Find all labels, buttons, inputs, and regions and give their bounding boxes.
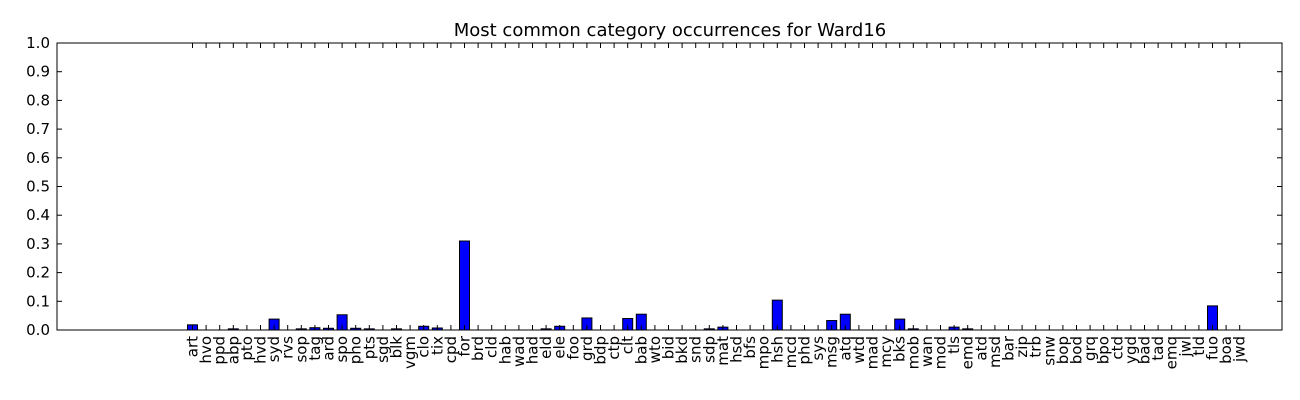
x-tick-label-foo: foo [564, 336, 582, 360]
x-tick-label-wto: wto [646, 336, 664, 363]
x-tick-label-pts: pts [360, 336, 378, 359]
x-tick-label-hab: hab [496, 336, 514, 364]
x-tick-label-bpo: bpo [1095, 336, 1113, 364]
x-tick-label-sop: sop [292, 336, 310, 363]
y-tick-label: 0.1 [26, 292, 50, 310]
x-tick-label-for: for [456, 335, 474, 356]
x-tick-label-boa: boa [1217, 336, 1235, 364]
x-tick-label-snw: snw [1040, 336, 1058, 366]
y-axis: 0.0 0.1 0.2 0.3 0.4 0.5 0.6 0.7 0.8 0.9 1.0 [26, 34, 1282, 339]
y-tick-label: 0.5 [26, 178, 50, 196]
y-tick-label: 0.8 [26, 91, 50, 109]
x-tick-label-grd: grd [578, 336, 596, 361]
x-tick-label-mcd: mcd [782, 336, 800, 368]
x-tick-label-emd: emd [959, 336, 977, 369]
chart-title: Most common category occurrences for War… [454, 20, 887, 41]
x-tick-label-jwd: jwd [1231, 336, 1249, 363]
x-tick-label-blk: blk [388, 336, 406, 359]
x-tick-label-ctd: ctd [1108, 336, 1126, 360]
x-tick-label-mad: mad [864, 336, 882, 369]
x-tick-label-clt: clt [619, 336, 637, 354]
x-tick-label-mpo: mpo [755, 336, 773, 369]
x-axis: arthvoppdabpptohvdsydrvssoptagardspophop… [184, 43, 1249, 369]
x-tick-label-bfs: bfs [741, 336, 759, 359]
x-tick-label-atq: atq [836, 336, 854, 361]
x-tick-label-syd: syd [265, 336, 283, 362]
x-tick-label-bid: bid [660, 336, 678, 359]
y-tick-label: 0.4 [26, 206, 50, 224]
x-tick-label-mod: mod [932, 336, 950, 369]
x-tick-label-wad: wad [510, 336, 528, 367]
y-tick-label: 0.6 [26, 149, 50, 167]
y-tick-label: 0.7 [26, 120, 50, 138]
x-tick-label-jwl: jwl [1176, 336, 1194, 358]
x-tick-label-bod: bod [1068, 336, 1086, 364]
x-tick-label-mcy: mcy [877, 336, 895, 368]
x-tick-label-ppd: ppd [211, 336, 229, 365]
x-tick-label-tix: tix [428, 336, 446, 355]
x-tick-label-ctp: ctp [605, 336, 623, 360]
x-tick-label-bkd: bkd [673, 336, 691, 364]
x-tick-label-bks: bks [891, 336, 909, 362]
x-tick-label-mat: mat [714, 336, 732, 366]
x-tick-label-ygd: ygd [1122, 336, 1140, 364]
x-tick-label-ard: ard [320, 336, 338, 361]
x-tick-label-msg: msg [823, 336, 841, 368]
plot-area [56, 42, 1283, 331]
x-tick-label-mob: mob [904, 336, 922, 369]
x-tick-label-tls: tls [945, 336, 963, 354]
x-tick-label-bab: bab [632, 336, 650, 364]
x-tick-label-art: art [184, 336, 202, 357]
bar-for [459, 240, 470, 331]
x-tick-label-ele: ele [551, 336, 569, 359]
x-tick-label-had: had [524, 336, 542, 364]
y-tick-label: 0.2 [26, 264, 50, 282]
x-tick-label-pho: pho [347, 336, 365, 364]
x-tick-label-wan: wan [918, 336, 936, 367]
y-tick-label: 0.9 [26, 63, 50, 81]
x-tick-label-bad: bad [1136, 336, 1154, 364]
x-tick-label-grq: grq [1081, 336, 1099, 361]
x-tick-label-tag: tag [306, 336, 324, 361]
x-tick-label-sdp: sdp [700, 336, 718, 363]
y-tick-label: 0.3 [26, 235, 50, 253]
x-tick-label-msd: msd [986, 336, 1004, 368]
x-tick-label-emq: emq [1163, 336, 1181, 369]
x-tick-label-trb: trb [1027, 336, 1045, 358]
x-tick-label-hvo: hvo [197, 336, 215, 364]
y-tick-label: 0.0 [26, 321, 50, 339]
x-tick-label-clo: clo [415, 336, 433, 358]
x-tick-label-brd: brd [469, 336, 487, 361]
x-tick-label-bop: bop [1054, 336, 1072, 364]
x-tick-label-wtd: wtd [850, 336, 868, 364]
x-tick-label-rvs: rvs [279, 336, 297, 359]
x-tick-label-vgm: vgm [401, 336, 419, 369]
y-tick-label: 1.0 [26, 34, 50, 52]
x-tick-label-hvd: hvd [252, 336, 270, 364]
x-tick-label-fuo: fuo [1204, 336, 1222, 360]
x-tick-label-bar: bar [1000, 335, 1018, 361]
x-tick-label-tad: tad [1149, 336, 1167, 361]
bars-group [187, 240, 1218, 331]
x-tick-label-atd: atd [972, 336, 990, 361]
x-tick-label-snd: snd [687, 336, 705, 363]
x-tick-label-pto: pto [238, 336, 256, 361]
x-tick-label-sgd: sgd [374, 336, 392, 363]
x-tick-label-cpd: cpd [442, 336, 460, 363]
x-tick-label-spo: spo [333, 336, 351, 363]
x-tick-label-sys: sys [809, 336, 827, 361]
x-tick-label-hsd: hsd [728, 336, 746, 363]
x-tick-label-hsh: hsh [768, 336, 786, 363]
x-tick-label-zip: zip [1013, 336, 1031, 358]
x-tick-label-tld: tld [1190, 336, 1208, 356]
x-tick-label-cld: cld [483, 336, 501, 358]
x-tick-label-bdp: bdp [592, 336, 610, 365]
x-tick-label-abp: abp [224, 336, 242, 364]
x-tick-label-eld: eld [537, 336, 555, 359]
x-tick-label-phd: phd [796, 336, 814, 365]
